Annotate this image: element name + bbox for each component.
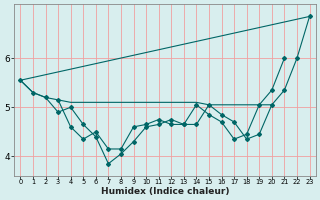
X-axis label: Humidex (Indice chaleur): Humidex (Indice chaleur) xyxy=(101,187,229,196)
